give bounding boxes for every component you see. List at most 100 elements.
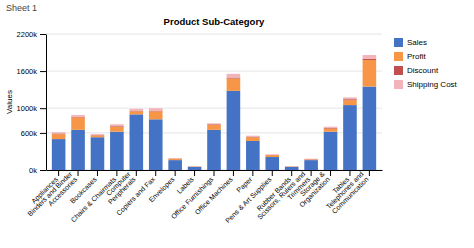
legend-label: Sales — [407, 38, 427, 47]
series — [52, 59, 376, 167]
bar — [227, 79, 241, 91]
tick-mark — [136, 170, 137, 176]
tick-mark — [116, 170, 117, 176]
subtitle: Sheet 1 — [6, 3, 37, 13]
legend: Sales Profit Discount Shipping Cost — [394, 38, 458, 89]
tick-mark — [97, 170, 98, 176]
bar — [188, 166, 202, 167]
grid-line — [46, 71, 382, 72]
bar — [149, 111, 163, 119]
bar — [207, 123, 221, 125]
tick: 1000k — [17, 104, 46, 113]
bar — [91, 134, 105, 136]
axis-line — [46, 35, 47, 171]
bar — [265, 154, 279, 155]
series — [52, 60, 376, 167]
legend-item: Profit — [394, 52, 426, 61]
legend-swatch — [394, 38, 403, 47]
bar — [324, 129, 338, 132]
bar — [324, 132, 338, 170]
legend-label: Profit — [407, 52, 426, 61]
tick: 0k — [29, 166, 46, 175]
legend-label: Shipping Cost — [407, 80, 458, 89]
bar — [246, 135, 260, 137]
bars — [52, 55, 376, 170]
bar — [343, 100, 357, 105]
tick-label: 1600k — [17, 67, 38, 76]
bar — [363, 59, 377, 60]
bar — [363, 60, 377, 87]
bar — [52, 133, 66, 135]
tick-mark — [194, 170, 195, 176]
bar — [363, 87, 377, 170]
bar — [207, 125, 221, 130]
tick-mark — [58, 170, 59, 176]
tick-mark — [291, 170, 292, 176]
series — [52, 55, 376, 166]
bar — [285, 167, 299, 170]
legend-swatch — [394, 52, 403, 61]
bar — [246, 141, 260, 170]
legend-item: Shipping Cost — [394, 80, 458, 89]
bar — [71, 115, 85, 117]
bar — [246, 137, 260, 141]
tick: 600k — [21, 129, 46, 138]
grid-line — [46, 34, 382, 35]
tick: Telephones andCommunication — [325, 170, 370, 215]
tick-label: 600k — [21, 129, 38, 138]
legend-item: Discount — [394, 66, 439, 75]
bar — [227, 91, 241, 170]
tick-mark — [369, 170, 370, 176]
chart: 0k 600k 1000k 1600k 2200k AppliancesBinders a… — [0, 0, 474, 248]
tick-label: Envelopes — [148, 175, 177, 204]
bar — [168, 158, 182, 159]
bar — [285, 166, 299, 167]
bar — [265, 154, 279, 155]
bar — [188, 167, 202, 170]
bar — [227, 74, 241, 78]
bar — [304, 159, 318, 160]
series — [52, 87, 376, 170]
bar — [149, 108, 163, 110]
bar — [130, 114, 144, 170]
tick-label: Telephones andCommunication — [325, 170, 370, 215]
bar — [285, 166, 299, 167]
tick-mark — [78, 170, 79, 176]
y-axis-title: Values — [5, 90, 14, 114]
title: Product Sub-Category — [164, 16, 266, 27]
legend-item: Sales — [394, 38, 427, 47]
grid — [46, 34, 382, 170]
bar — [71, 117, 85, 129]
bar — [91, 135, 105, 137]
plot: 0k 600k 1000k 1600k 2200k AppliancesBinders a… — [17, 30, 383, 226]
legend-label: Discount — [407, 66, 439, 75]
tick-mark — [40, 71, 46, 72]
y-axis: 0k 600k 1000k 1600k 2200k — [17, 30, 47, 175]
bar — [168, 159, 182, 160]
bar — [168, 158, 182, 159]
tick-mark — [40, 170, 46, 171]
bar — [91, 135, 105, 136]
tick-label: 1000k — [17, 104, 38, 113]
bar — [110, 124, 124, 126]
tick-mark — [175, 170, 176, 176]
bar — [71, 130, 85, 170]
tick-label: 2200k — [17, 30, 38, 39]
tick: 2200k — [17, 30, 46, 39]
bar — [168, 160, 182, 170]
tick-mark — [349, 170, 350, 176]
bar — [52, 139, 66, 170]
tick-mark — [214, 170, 215, 176]
x-axis: AppliancesBinders and BinderAccessoriesB… — [26, 170, 382, 226]
bar — [304, 160, 318, 170]
bar — [149, 119, 163, 170]
grid-line — [46, 108, 382, 109]
bar — [324, 127, 338, 128]
bar — [110, 132, 124, 170]
tick-mark — [330, 170, 331, 176]
tick-label: Office Machines — [194, 175, 235, 216]
bar — [207, 124, 221, 126]
tick-mark — [40, 133, 46, 134]
bar — [188, 166, 202, 167]
legend-swatch — [394, 80, 403, 89]
